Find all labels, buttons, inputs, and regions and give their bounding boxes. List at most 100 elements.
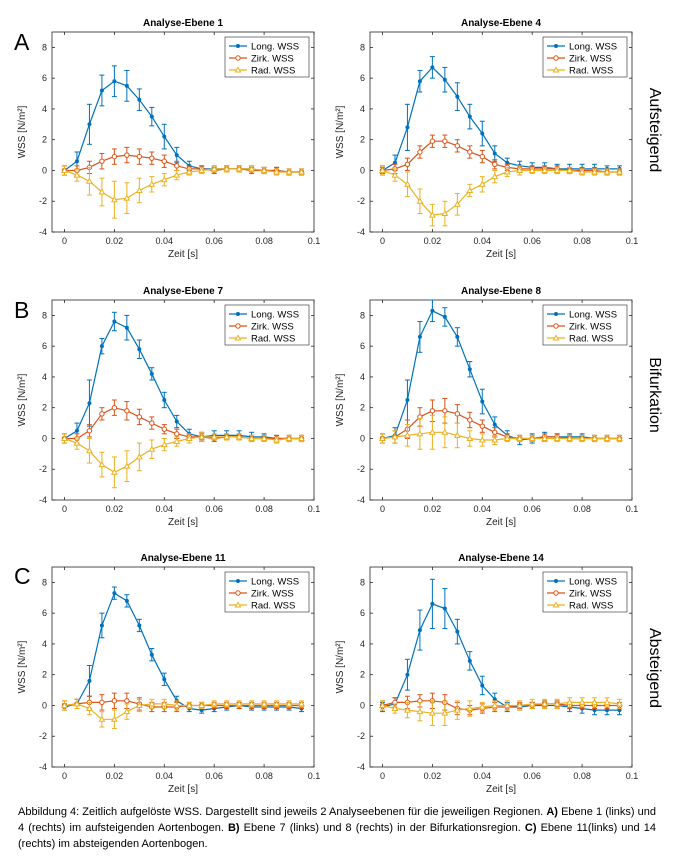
y-tick-label: 6 [360,73,365,83]
x-axis-label: Zeit [s] [168,249,198,260]
data-point [87,678,92,683]
x-axis-label: Zeit [s] [168,517,198,528]
data-point [235,433,243,440]
legend-label: Zirk. WSS [569,589,612,600]
data-point [162,398,167,402]
data-point [210,433,218,440]
data-point [87,401,92,406]
data-point [198,166,206,173]
data-point [603,168,611,175]
data-point [85,447,93,454]
caption-c-text: Ebene 11(links) und 14 (rechts) im abste… [18,822,656,850]
data-point [466,186,474,193]
data-point [248,165,256,172]
data-point [285,434,293,441]
y-tick-label: 0 [42,433,47,443]
y-tick-label: 6 [42,608,47,618]
legend-label: Rad. WSS [251,66,295,77]
x-tick-label: 0.06 [205,504,223,514]
data-point [148,700,156,707]
x-tick-label: 0.06 [523,771,541,781]
y-tick-label: 4 [42,639,47,649]
data-point [591,698,599,705]
x-axis-label: Zeit [s] [168,784,198,795]
data-point [541,434,549,441]
data-point [235,700,243,707]
data-point [428,428,436,435]
x-tick-label: 0.04 [474,504,492,514]
chart-title: Analyse-Ebene 11 [140,553,225,564]
x-tick-label: 0 [62,236,67,246]
data-point [148,180,156,187]
caption-a-text: Ebene 1 (links) und 4 (rechts) im aufste… [18,806,656,834]
legend-label: Rad. WSS [251,601,295,612]
series-rad [61,165,305,219]
data-point [455,629,460,634]
y-tick-label: 6 [360,608,365,618]
legend-marker [554,44,558,48]
y-tick-label: 0 [42,165,47,175]
x-tick-label: 0.02 [424,771,442,781]
data-point [392,160,397,165]
data-point [603,698,611,705]
data-point [480,683,485,688]
data-point [124,598,129,603]
legend-label: Zirk. WSS [251,589,294,600]
data-point [124,408,130,414]
y-tick-label: -2 [357,196,365,206]
data-point [160,700,168,707]
row-letter-c: C [14,563,31,589]
data-point [123,707,131,715]
data-point [135,186,143,193]
legend-marker [554,312,558,316]
y-tick-label: -4 [357,495,365,505]
data-point [578,434,586,441]
y-tick-label: 2 [360,135,365,145]
legend-marker [553,590,559,596]
data-point [566,166,574,173]
data-point [453,706,461,713]
y-tick-label: -2 [357,731,365,741]
legend-label: Rad. WSS [251,334,295,345]
series-line [64,703,302,720]
y-tick-label: 0 [360,433,365,443]
y-tick-label: -4 [39,227,47,237]
data-point [467,417,473,423]
subplot-6: 0 0.02 0.04 0.06 0.08 0.1 -4 -2 0 2 4 6 8 Analyse-Ebe… [335,553,638,795]
data-point [592,708,597,713]
caption-b-label: B) [227,822,240,834]
legend-marker [235,590,241,596]
y-tick-label: 8 [360,310,365,320]
data-point [173,701,181,708]
data-point [137,97,142,102]
data-point [541,166,549,173]
subplot-4: 0 0.02 0.04 0.06 0.08 0.1 -4 -2 0 2 4 6 8 Analyse-Ebe… [335,286,638,528]
x-axis-label: Zeit [s] [486,784,516,795]
x-tick-label: 0.04 [156,236,174,246]
data-point [185,168,193,175]
legend-marker [553,323,559,329]
data-point [124,83,129,88]
data-point [404,161,411,168]
data-point [99,411,105,417]
data-point [99,623,104,628]
data-point [110,715,118,722]
series-rad [379,165,623,227]
data-point [467,149,473,155]
row-letter-b: B [14,297,29,323]
data-point [528,166,536,173]
legend-label: Zirk. WSS [569,322,612,333]
row-side-label-b: Bifurkation [646,357,663,433]
series-rad [61,431,305,489]
y-tick-label: 8 [360,577,365,587]
data-point [491,172,499,180]
data-point [480,399,485,404]
data-point [137,623,142,628]
data-point [403,431,411,438]
y-tick-label: -2 [39,731,47,741]
series-rad [61,698,305,730]
data-point [478,180,486,187]
data-point [617,708,622,713]
